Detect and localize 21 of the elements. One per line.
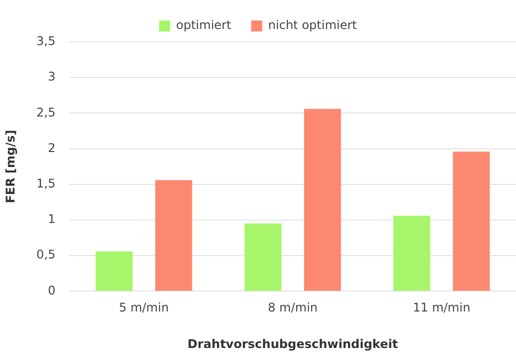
x-axis-title: Drahtvorschubgeschwindigkeit <box>188 336 398 351</box>
y-tick-label: 1,5 <box>36 176 56 191</box>
bar <box>155 180 192 291</box>
y-tick-label: 2 <box>48 140 56 155</box>
y-axis-title: FER [mg/s] <box>3 130 18 204</box>
x-tick-label: 11 m/min <box>412 300 470 315</box>
x-tick-label: 8 m/min <box>268 300 318 315</box>
bar <box>96 251 133 291</box>
y-tick-label: 3 <box>48 70 56 84</box>
legend-label: nicht optimiert <box>268 18 358 32</box>
y-tick-label: 2,5 <box>36 105 56 120</box>
bar <box>244 224 282 291</box>
y-tick-label: 0,5 <box>36 248 56 262</box>
bar <box>393 216 430 291</box>
bar <box>304 108 341 291</box>
legend-label: optimiert <box>176 18 232 32</box>
x-tick-label: 5 m/min <box>118 300 169 315</box>
bar <box>452 152 490 291</box>
y-tick-label: 1 <box>48 212 56 226</box>
y-tick-label: 0 <box>48 283 56 298</box>
y-tick-label: 3,5 <box>36 34 56 48</box>
